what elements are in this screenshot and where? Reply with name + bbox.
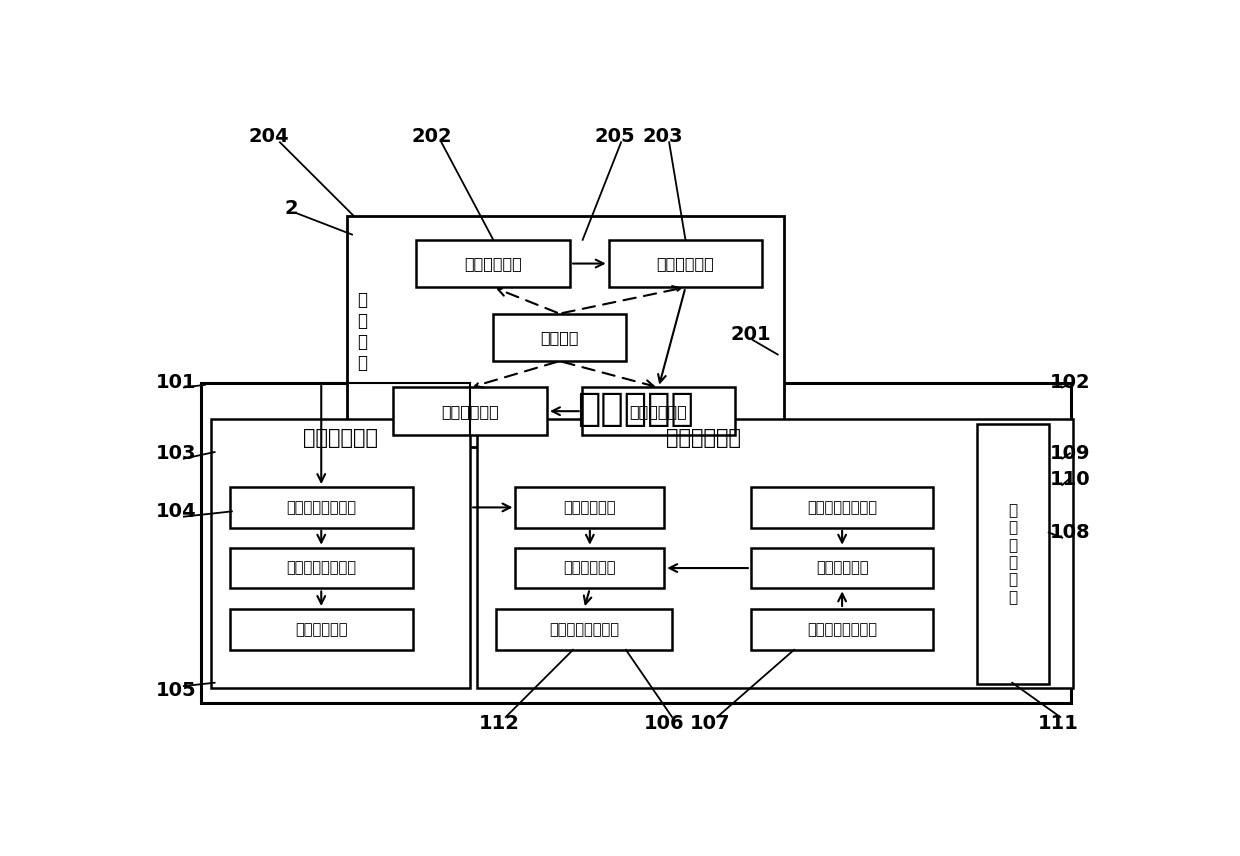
Text: 108: 108 — [1049, 523, 1090, 542]
FancyBboxPatch shape — [229, 548, 413, 588]
FancyBboxPatch shape — [751, 548, 934, 588]
Text: 配
电
终
端: 配 电 终 端 — [357, 291, 367, 372]
Text: 故障信息处理模块: 故障信息处理模块 — [286, 561, 356, 575]
Text: 故障信息接收模块: 故障信息接收模块 — [286, 500, 356, 515]
Text: 故障信息输入模块: 故障信息输入模块 — [807, 500, 877, 515]
Text: 104: 104 — [156, 502, 196, 520]
Text: 信息储存模块: 信息储存模块 — [816, 561, 868, 575]
Text: 备忘信息输入模块: 备忘信息输入模块 — [807, 621, 877, 637]
FancyBboxPatch shape — [751, 609, 934, 650]
Text: 107: 107 — [691, 714, 730, 733]
FancyBboxPatch shape — [494, 313, 626, 361]
FancyBboxPatch shape — [516, 487, 665, 528]
Text: 112: 112 — [479, 714, 520, 733]
Text: 110: 110 — [1049, 470, 1090, 490]
FancyBboxPatch shape — [609, 240, 763, 288]
Text: 数据采集模块: 数据采集模块 — [465, 256, 522, 271]
Text: 103: 103 — [156, 444, 196, 463]
Text: 数据传输模块: 数据传输模块 — [441, 404, 498, 419]
Text: 101: 101 — [156, 373, 196, 392]
Text: 数据警报模块: 数据警报模块 — [295, 621, 347, 637]
Text: 205: 205 — [594, 128, 635, 146]
Text: 109: 109 — [1049, 444, 1090, 463]
FancyBboxPatch shape — [977, 424, 1049, 684]
Text: 106: 106 — [644, 714, 684, 733]
FancyBboxPatch shape — [393, 388, 547, 435]
Text: 105: 105 — [156, 681, 196, 700]
FancyBboxPatch shape — [516, 548, 665, 588]
Text: 电源模块: 电源模块 — [541, 330, 579, 345]
Text: 数据处理模块: 数据处理模块 — [630, 404, 687, 419]
Text: 数据接收模块: 数据接收模块 — [657, 256, 714, 271]
Text: 102: 102 — [1049, 373, 1090, 392]
Text: 云端服务器: 云端服务器 — [577, 390, 694, 428]
FancyBboxPatch shape — [201, 383, 1071, 703]
Text: 203: 203 — [642, 128, 683, 146]
Text: 111: 111 — [1038, 714, 1079, 733]
Text: 201: 201 — [730, 325, 771, 344]
Text: 实时监控模块: 实时监控模块 — [564, 500, 616, 515]
Text: 故障信息显示模块: 故障信息显示模块 — [549, 621, 619, 637]
Text: 202: 202 — [412, 128, 453, 146]
FancyBboxPatch shape — [496, 609, 672, 650]
Text: 204: 204 — [248, 128, 289, 146]
FancyBboxPatch shape — [211, 419, 470, 688]
Text: 库
存
信
息
模
块: 库 存 信 息 模 块 — [1008, 502, 1017, 605]
FancyBboxPatch shape — [582, 388, 735, 435]
Text: 故障分析模块: 故障分析模块 — [666, 427, 740, 448]
FancyBboxPatch shape — [417, 240, 570, 288]
Text: 故障判断模块: 故障判断模块 — [303, 427, 378, 448]
FancyBboxPatch shape — [477, 419, 1073, 688]
Text: 2: 2 — [285, 199, 299, 217]
FancyBboxPatch shape — [347, 216, 785, 447]
FancyBboxPatch shape — [229, 487, 413, 528]
FancyBboxPatch shape — [229, 609, 413, 650]
FancyBboxPatch shape — [751, 487, 934, 528]
Text: 信息比对模块: 信息比对模块 — [564, 561, 616, 575]
